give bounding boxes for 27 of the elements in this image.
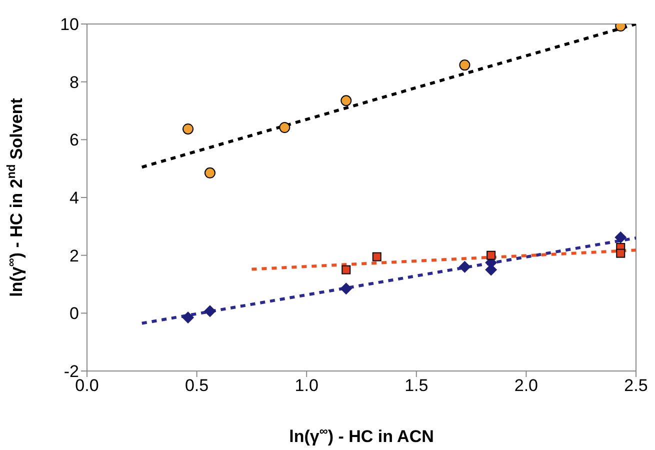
y-tick-label: 8 xyxy=(70,72,79,92)
point xyxy=(279,122,290,134)
y-tick-label: 0 xyxy=(70,304,79,324)
point xyxy=(204,167,216,178)
x-tick-label: 1.0 xyxy=(294,376,318,396)
x-tick-label: 2.5 xyxy=(624,376,648,396)
x-axis-title: ln(γ$^{∞}$) - HC in ACN xyxy=(289,424,434,446)
x-tick-label: 1.5 xyxy=(404,376,428,396)
point xyxy=(204,305,216,318)
point xyxy=(486,250,496,260)
y-tick-label: 2 xyxy=(70,246,79,266)
x-tick-label: 0.5 xyxy=(184,376,209,396)
point xyxy=(616,248,626,258)
point xyxy=(340,282,352,295)
point xyxy=(614,231,627,244)
point xyxy=(372,252,382,262)
y-tick-label: 10 xyxy=(60,15,79,34)
point xyxy=(182,123,194,134)
point xyxy=(182,312,194,324)
point xyxy=(458,260,471,273)
point xyxy=(340,95,352,106)
point xyxy=(459,60,470,71)
y-tick-label: 4 xyxy=(70,188,79,208)
y-tick-label: 6 xyxy=(70,130,79,150)
x-tick-label: 0.0 xyxy=(75,376,99,396)
x-tick-label: 2.0 xyxy=(514,376,538,396)
point xyxy=(342,265,351,274)
